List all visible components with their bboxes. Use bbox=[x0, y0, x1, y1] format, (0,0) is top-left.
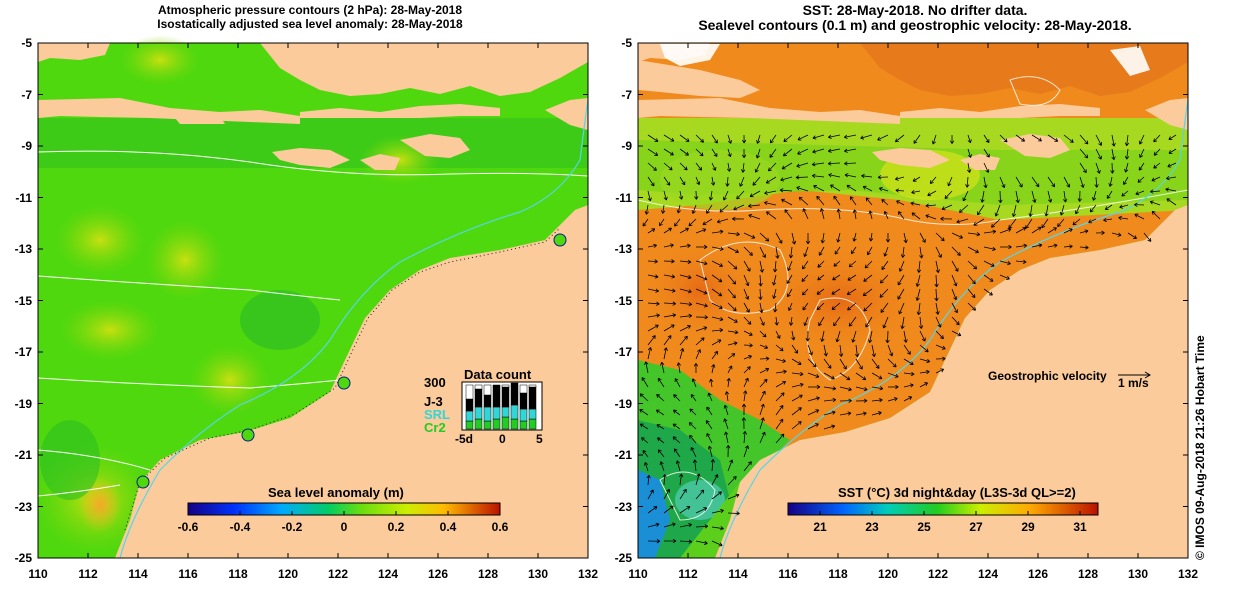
left-title-line1: Atmospheric pressure contours (2 hPa): 2… bbox=[157, 3, 463, 17]
y-tick-label: -17 bbox=[14, 345, 32, 359]
data-count-ymax: 300 bbox=[424, 375, 446, 390]
x-tick-label: 128 bbox=[477, 567, 499, 581]
tide-gauge-marker bbox=[241, 428, 255, 442]
x-tick-label: 114 bbox=[128, 567, 148, 581]
y-tick-label: -15 bbox=[14, 293, 32, 308]
sla-colorbar-tick: 0.4 bbox=[439, 520, 457, 534]
velocity-label: Geostrophic velocity bbox=[988, 369, 1107, 383]
sst-colorbar-tick: 29 bbox=[1021, 520, 1035, 534]
sst-colorbar-label: SST (°C) 3d night&day (L3S-3d QL>=2) bbox=[838, 485, 1076, 500]
data-count-xtick: 0 bbox=[499, 432, 506, 446]
x-tick-label: 120 bbox=[877, 567, 899, 581]
tide-gauge-marker bbox=[337, 376, 351, 390]
tide-gauge-marker bbox=[553, 233, 567, 247]
y-tick-label: -17 bbox=[614, 345, 632, 359]
legend-srl: SRL bbox=[424, 407, 450, 422]
x-tick-label: 112 bbox=[678, 567, 698, 581]
x-tick-label: 110 bbox=[628, 567, 648, 581]
sla-colorbar-tick: -0.6 bbox=[177, 520, 199, 534]
australia-land-left bbox=[115, 205, 588, 558]
y-tick-label: -9 bbox=[621, 139, 632, 153]
y-tick-label: -19 bbox=[14, 396, 32, 411]
sst-colorbar bbox=[787, 502, 1099, 516]
x-tick-label: 132 bbox=[1177, 567, 1199, 581]
sst-colorbar-tick: 25 bbox=[917, 520, 931, 534]
x-tick-label: 118 bbox=[828, 567, 848, 581]
sst-colorbar-tick: 21 bbox=[813, 520, 827, 534]
left-map bbox=[35, 35, 589, 559]
x-tick-label: 118 bbox=[228, 567, 248, 581]
y-tick-label: -19 bbox=[614, 396, 632, 411]
right-map bbox=[637, 42, 1189, 559]
y-tick-label: -13 bbox=[614, 242, 632, 256]
x-tick-label: 124 bbox=[377, 567, 399, 581]
x-tick-label: 126 bbox=[1027, 567, 1049, 581]
sst-colorbar-tick: 31 bbox=[1073, 520, 1087, 534]
y-tick-label: -11 bbox=[615, 190, 632, 205]
velocity-scale-label: 1 m/s bbox=[1118, 376, 1149, 390]
y-tick-label: -21 bbox=[14, 448, 32, 462]
data-count-chart bbox=[461, 381, 543, 431]
y-tick-label: -21 bbox=[614, 448, 632, 462]
x-tick-label: 130 bbox=[527, 567, 549, 581]
y-tick-label: -25 bbox=[614, 551, 632, 565]
x-tick-label: 120 bbox=[277, 567, 299, 581]
sla-colorbar-tick: -0.4 bbox=[229, 520, 251, 534]
y-tick-label: -25 bbox=[14, 551, 32, 565]
x-tick-label: 112 bbox=[78, 567, 98, 581]
x-tick-label: 126 bbox=[427, 567, 449, 581]
y-tick-label: -5 bbox=[621, 36, 632, 50]
legend-cr2: Cr2 bbox=[424, 420, 446, 435]
data-count-xtick: -5d bbox=[455, 432, 473, 446]
x-tick-label: 116 bbox=[178, 567, 198, 581]
x-tick-label: 114 bbox=[728, 567, 748, 581]
imos-credit: © IMOS 09-Aug-2018 21:26 Hobart Time bbox=[1193, 335, 1207, 560]
y-tick-label: -5 bbox=[21, 36, 32, 50]
sst-colorbar-tick: 23 bbox=[865, 520, 879, 534]
y-tick-label: -23 bbox=[14, 499, 32, 514]
x-tick-label: 116 bbox=[778, 567, 798, 581]
australia-land-right bbox=[715, 205, 1188, 558]
legend-j3: J-3 bbox=[424, 394, 443, 409]
x-tick-label: 130 bbox=[1127, 567, 1149, 581]
y-tick-label: -15 bbox=[614, 293, 632, 308]
x-tick-label: 122 bbox=[327, 567, 349, 581]
sla-colorbar-tick: -0.2 bbox=[281, 520, 303, 534]
sla-colorbar-tick: 0.6 bbox=[491, 520, 509, 534]
left-title-line2: Isostatically adjusted sea level anomaly… bbox=[157, 17, 463, 31]
right-title-line1: SST: 28-May-2018. No drifter data. bbox=[802, 2, 1028, 18]
x-tick-label: 110 bbox=[28, 567, 48, 581]
x-tick-label: 122 bbox=[927, 567, 949, 581]
data-count-xtick: 5 bbox=[536, 432, 543, 446]
y-tick-label: -11 bbox=[15, 190, 32, 205]
x-tick-label: 124 bbox=[977, 567, 999, 581]
y-tick-label: -13 bbox=[14, 242, 32, 256]
y-tick-label: -7 bbox=[621, 87, 632, 102]
sla-colorbar-tick: 0.2 bbox=[387, 520, 405, 534]
y-tick-label: -9 bbox=[21, 139, 32, 153]
tide-gauge-marker bbox=[136, 475, 150, 489]
right-title-line2: Sealevel contours (0.1 m) and geostrophi… bbox=[698, 17, 1132, 33]
x-tick-label: 132 bbox=[577, 567, 599, 581]
sla-colorbar-tick: 0 bbox=[340, 520, 348, 534]
data-count-title: Data count bbox=[464, 367, 532, 382]
x-tick-label: 128 bbox=[1077, 567, 1099, 581]
y-tick-label: -7 bbox=[21, 87, 32, 102]
sla-colorbar-label: Sea level anomaly (m) bbox=[268, 485, 404, 500]
sst-colorbar-tick: 27 bbox=[969, 520, 983, 534]
y-tick-label: -23 bbox=[614, 499, 632, 514]
